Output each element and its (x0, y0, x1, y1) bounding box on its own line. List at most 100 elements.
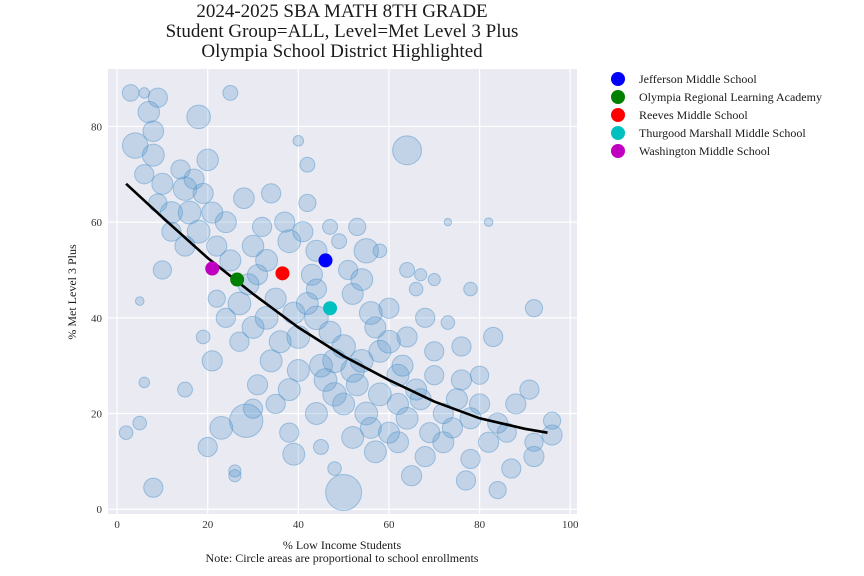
school-point (300, 263, 323, 286)
school-point (414, 445, 436, 468)
school-point (395, 406, 419, 430)
school-point (350, 268, 374, 292)
school-point (488, 480, 507, 500)
school-point (246, 264, 269, 286)
school-point (152, 260, 172, 280)
school-point (542, 411, 562, 430)
school-point (201, 350, 223, 372)
school-point (441, 417, 463, 439)
school-point (132, 415, 148, 431)
school-point (332, 392, 356, 416)
school-point (261, 183, 282, 204)
y-tick-label: 60 (91, 217, 103, 229)
grid-lines (108, 69, 577, 514)
chart-title: 2024-2025 SBA MATH 8TH GRADE Student Gro… (166, 1, 519, 62)
school-point (348, 217, 367, 237)
school-point (251, 216, 273, 238)
school-point (392, 135, 422, 166)
legend-marker (611, 90, 625, 104)
school-point (242, 398, 264, 419)
legend-label: Reeves Middle School (639, 108, 748, 122)
legend-label: Jefferson Middle School (639, 72, 757, 86)
school-point (399, 262, 416, 278)
chart-title-line-3: Olympia School District Highlighted (201, 41, 483, 62)
legend-marker (611, 126, 625, 140)
school-point (427, 272, 441, 287)
school-point (541, 424, 563, 446)
school-point (227, 291, 252, 316)
school-point (177, 381, 193, 398)
legend-label: Olympia Regional Learning Academy (639, 90, 822, 104)
school-point (229, 331, 250, 352)
school-point (322, 382, 347, 407)
school-point (161, 221, 182, 242)
school-point (265, 393, 286, 415)
school-point (331, 233, 348, 250)
school-point (147, 87, 168, 108)
school-point (254, 305, 279, 330)
school-point (386, 431, 410, 454)
school-point (341, 282, 364, 305)
school-point (215, 307, 236, 328)
school-point (469, 365, 490, 385)
school-point (450, 369, 473, 391)
school-point (241, 315, 265, 339)
school-point (137, 100, 161, 124)
x-tick-label: 40 (293, 519, 305, 531)
y-tick-label: 80 (91, 121, 103, 133)
school-point (148, 193, 168, 213)
school-point (292, 135, 305, 147)
chart-title-line-2: Student Group=ALL, Level=Met Level 3 Plu… (166, 21, 519, 42)
school-point (440, 315, 456, 330)
school-point (478, 431, 500, 453)
school-point (443, 217, 453, 227)
school-point (196, 148, 219, 172)
school-point (219, 249, 242, 272)
chart-note: Note: Circle areas are proportional to s… (206, 551, 479, 565)
school-point (523, 445, 545, 468)
school-point (368, 339, 392, 363)
school-point (408, 281, 424, 297)
y-tick-label: 0 (97, 504, 103, 516)
school-point (463, 281, 478, 297)
school-point (282, 301, 306, 325)
school-point (298, 193, 317, 213)
school-point (228, 464, 242, 478)
school-point (233, 187, 255, 210)
legend-marker (611, 72, 625, 86)
school-point (415, 307, 436, 328)
school-point (325, 473, 363, 511)
chart-title-line-1: 2024-2025 SBA MATH 8TH GRADE (196, 1, 487, 22)
school-point (299, 156, 316, 173)
school-point (364, 316, 387, 339)
school-point (143, 477, 164, 498)
school-point (206, 235, 228, 257)
school-point (359, 416, 382, 439)
highlighted-schools (205, 253, 338, 316)
school-point (432, 402, 454, 425)
y-tick-label: 20 (91, 409, 103, 421)
school-point (186, 104, 211, 130)
school-point (414, 268, 428, 282)
school-point (345, 373, 369, 397)
legend: Jefferson Middle School Olympia Regional … (611, 72, 822, 158)
school-point (304, 402, 328, 425)
school-point (338, 259, 359, 281)
school-point (483, 217, 494, 227)
school-point (519, 379, 540, 400)
school-point (505, 393, 527, 415)
school-point (228, 469, 242, 483)
school-point (424, 365, 445, 386)
school-point (170, 159, 191, 180)
school-point (151, 172, 174, 195)
highlighted-school-point (275, 266, 290, 281)
school-point (377, 421, 400, 444)
school-point (386, 392, 410, 415)
school-point (304, 305, 329, 331)
school-point (183, 168, 205, 190)
school-point (309, 353, 333, 378)
school-point (313, 368, 338, 392)
school-point (363, 440, 387, 464)
school-point (192, 182, 214, 204)
